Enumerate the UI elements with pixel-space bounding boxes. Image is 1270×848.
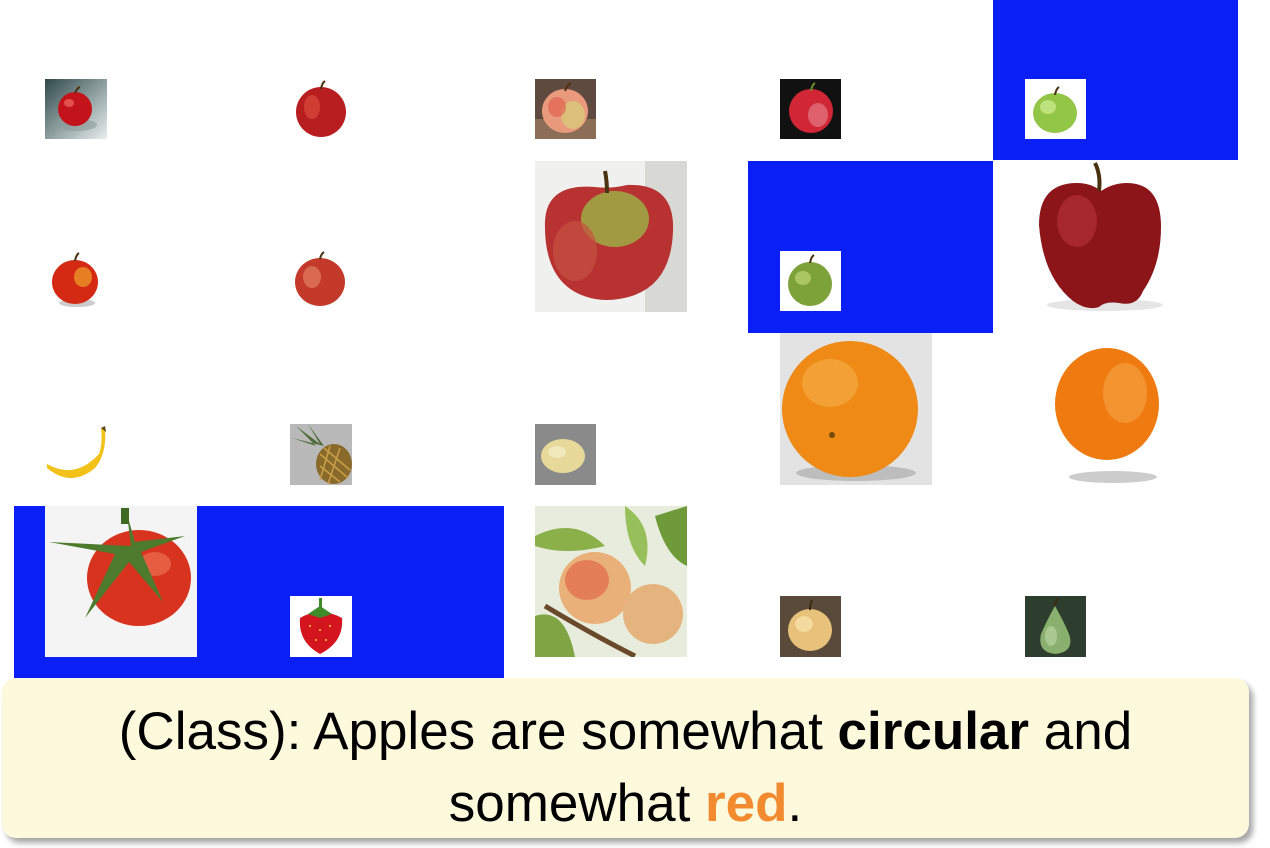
red-apple-image [290,251,352,311]
pear-image [1025,596,1086,657]
green-apple-image[interactable] [1025,79,1086,139]
banana-image [45,424,106,485]
strawberry-image[interactable] [290,596,352,657]
asian-pear-image [780,596,841,657]
pineapple-image [290,424,352,485]
caption-middle: and somewhat [448,702,1133,833]
caption-suffix: . [787,774,803,833]
red-apple-image [45,251,106,311]
orange-image [1025,333,1177,485]
caption-box: (Class): Apples are somewhat circular an… [2,678,1249,838]
red-apple-image [780,79,841,139]
red-apple-image [45,79,107,139]
caption-keyword-shape: circular [837,702,1030,761]
red-apple-image [290,79,352,139]
pink-apple-image [535,79,596,139]
caption-prefix: (Class): Apples are somewhat [118,702,838,761]
green-apple-image[interactable] [780,251,841,311]
tomato-image[interactable] [45,506,197,657]
lemon-image [535,424,596,485]
peach-image [535,506,687,657]
caption-keyword-color: red [705,774,788,833]
red-delicious-apple-image [1025,161,1177,312]
red-green-apple-image [535,161,687,312]
orange-image [780,333,932,485]
